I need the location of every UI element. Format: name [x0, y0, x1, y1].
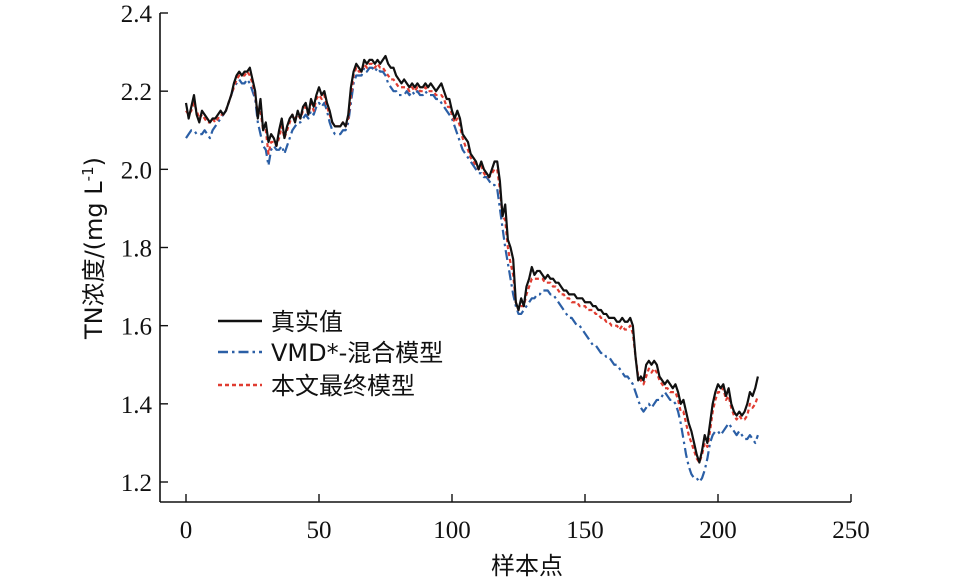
- y-tick-label: 1.4: [121, 392, 153, 419]
- x-tick-label: 150: [566, 517, 604, 544]
- y-axis-title-main: TN浓度/(mg L: [80, 181, 108, 340]
- y-axis-title: TN浓度/(mg L-1): [79, 157, 108, 340]
- x-tick-label: 100: [433, 517, 471, 544]
- y-tick-label: 2.4: [121, 1, 153, 28]
- series-line-final-model: [185, 62, 759, 464]
- x-tick-label: 250: [832, 517, 870, 544]
- series-line-vmd-hybrid: [185, 66, 759, 484]
- axes: [159, 12, 852, 503]
- legend-label-actual: 真实值: [271, 308, 343, 336]
- x-tick-label: 200: [699, 517, 737, 544]
- x-tick-label: 50: [307, 517, 332, 544]
- series-layer: [184, 54, 759, 484]
- legend-label-vmd: VMD*-混合模型: [271, 339, 443, 367]
- y-tick-label: 1.8: [121, 236, 152, 263]
- series-line-actual: [184, 54, 759, 464]
- tick-labels: 1.2 1.4 1.6 1.8 2.0 2.2 2.4 0 50 100 150 200 250: [121, 1, 870, 544]
- legend: 真实值 VMD*-混合模型 本文最终模型: [218, 308, 443, 400]
- y-tick-label: 2.0: [121, 157, 152, 184]
- legend-label-final: 本文最终模型: [271, 372, 415, 400]
- x-axis-title: 样本点: [491, 552, 563, 580]
- y-axis-title-superscript: -1: [79, 166, 97, 181]
- y-tick-label: 1.6: [121, 314, 152, 341]
- x-tick-label: 0: [180, 517, 193, 544]
- y-tick-label: 1.2: [121, 470, 152, 497]
- y-tick-label: 2.2: [121, 79, 152, 106]
- y-axis-title-close: ): [80, 157, 108, 166]
